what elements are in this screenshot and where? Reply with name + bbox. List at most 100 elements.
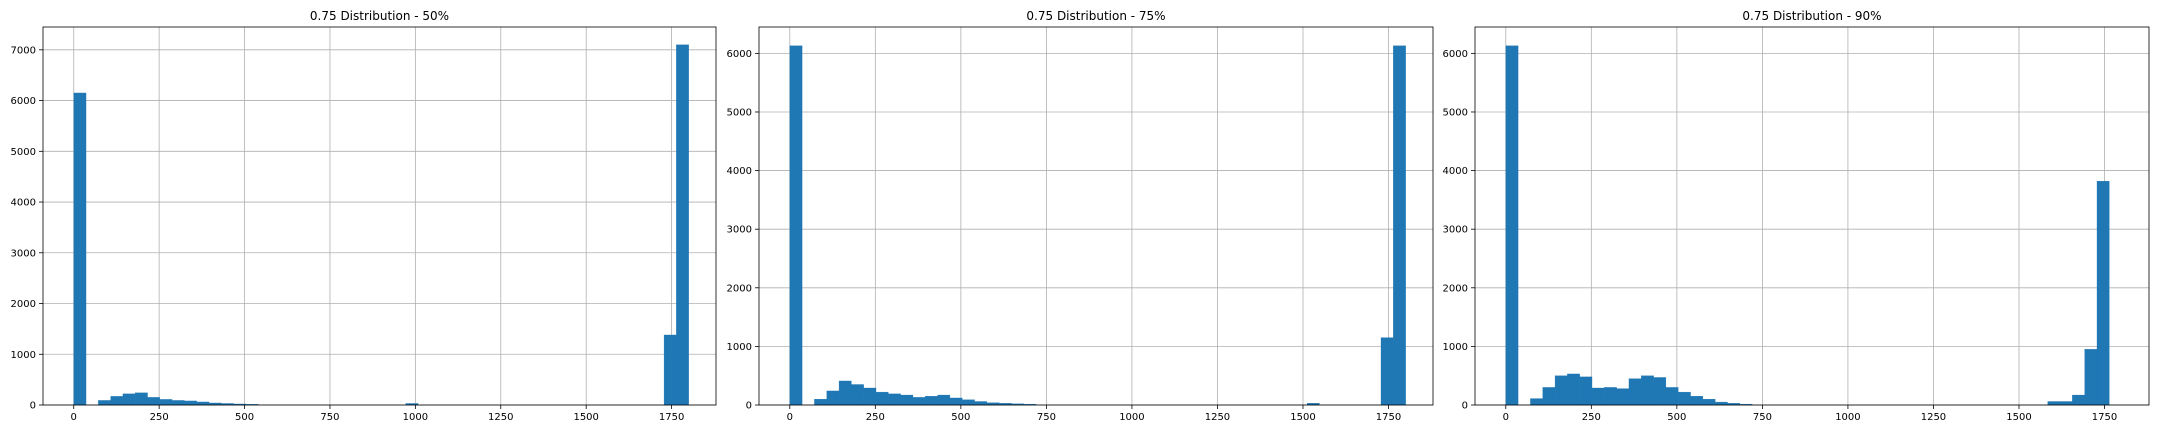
y-tick-label: 7000 (11, 45, 36, 56)
y-tick-label: 2000 (727, 283, 752, 294)
x-tick-label: 750 (320, 412, 339, 423)
x-tick-label: 250 (1582, 412, 1601, 423)
x-tick-label: 0 (1503, 412, 1509, 423)
y-tick-label: 0 (746, 401, 752, 412)
histogram-bar (1678, 391, 1691, 406)
histogram-bar (1604, 387, 1617, 406)
histogram-bar (1579, 376, 1593, 406)
x-tick-label: 1250 (488, 412, 513, 423)
y-tick-label: 5000 (11, 147, 36, 158)
chart-title: 0.75 Distribution - 75% (1026, 9, 1165, 23)
x-tick-label: 1750 (659, 412, 684, 423)
histogram-bar (1530, 398, 1543, 406)
histogram-bar (1380, 337, 1394, 406)
histogram-bar (900, 394, 914, 406)
histogram-bar (110, 396, 124, 406)
histogram-bar (1702, 398, 1716, 406)
histogram-bar (1567, 373, 1580, 406)
histogram-bar (912, 397, 926, 406)
histogram-bar (196, 401, 210, 406)
histogram-bar (1616, 388, 1630, 406)
x-tick-label: 1500 (2006, 412, 2031, 423)
histogram-bar (888, 393, 901, 406)
y-tick-label: 3000 (1443, 225, 1468, 236)
histogram-bar (2072, 394, 2085, 406)
y-tick-label: 0 (1462, 401, 1468, 412)
y-tick-label: 4000 (11, 198, 36, 209)
histogram-bar (184, 400, 197, 406)
x-tick-label: 1000 (1119, 412, 1144, 423)
histogram-bar (838, 380, 852, 406)
histogram-bar (863, 387, 877, 406)
x-tick-label: 250 (866, 412, 885, 423)
histogram-bar (925, 396, 938, 406)
y-tick-label: 6000 (11, 96, 36, 107)
y-tick-label: 4000 (727, 166, 752, 177)
y-tick-label: 3000 (727, 225, 752, 236)
x-tick-label: 1000 (1835, 412, 1860, 423)
chart-panel-2: 0 250 500 750 1000 1250 1500 1750 0 1000 2000 3000 4… (727, 9, 1434, 423)
histogram-bar (1653, 377, 1667, 406)
x-tick-label: 250 (150, 412, 169, 423)
y-tick-label: 2000 (1443, 283, 1468, 294)
histogram-bar (1715, 401, 1728, 406)
histogram-bar (663, 334, 677, 406)
x-tick-label: 1500 (573, 412, 598, 423)
histogram-bar (1665, 387, 1679, 406)
y-tick-label: 2000 (11, 299, 36, 310)
chart-title: 0.75 Distribution - 90% (1742, 9, 1881, 23)
x-tick-label: 500 (235, 412, 254, 423)
histogram-bar (135, 392, 148, 406)
histogram-bar (1542, 387, 1556, 406)
y-tick-label: 5000 (1443, 107, 1468, 118)
x-tick-label: 1750 (2092, 412, 2117, 423)
plot-frame (1474, 26, 2150, 406)
x-tick-label: 750 (1037, 412, 1056, 423)
histogram-bar (2059, 401, 2073, 406)
y-tick-label: 4000 (1443, 166, 1468, 177)
histogram-bar (1690, 396, 1704, 406)
histogram-bar (1628, 378, 1642, 406)
histogram-bar (159, 399, 173, 406)
y-tick-label: 0 (30, 401, 36, 412)
x-tick-label: 500 (1667, 412, 1686, 423)
histogram-bar (98, 400, 111, 406)
histogram-bar (974, 401, 988, 406)
histogram-bar (2084, 349, 2098, 406)
y-tick-label: 6000 (1443, 49, 1468, 60)
histogram-bar (147, 397, 160, 406)
plot-frame (42, 26, 717, 406)
x-tick-label: 0 (71, 412, 77, 423)
x-tick-label: 1250 (1205, 412, 1230, 423)
y-tick-label: 3000 (11, 248, 36, 259)
histogram-bar (73, 92, 87, 406)
histogram-bar (826, 390, 840, 406)
x-tick-label: 1500 (1290, 412, 1315, 423)
histogram-bar (2096, 180, 2110, 406)
histogram-bar (1591, 387, 1605, 406)
plot-frame (758, 26, 1434, 406)
histogram-bar (1554, 375, 1568, 406)
chart-title: 0.75 Distribution - 50% (310, 9, 449, 23)
x-tick-label: 1250 (1921, 412, 1946, 423)
y-tick-label: 5000 (727, 107, 752, 118)
chart-panel-3: 0 250 500 750 1000 1250 1500 1750 0 1000 2000 3000 4… (1443, 9, 2150, 423)
chart-panel-1: 0 250 500 750 1000 1250 1500 1750 0 1000 2000 3000 4… (11, 9, 717, 423)
x-tick-label: 500 (951, 412, 970, 423)
histogram-bar (122, 393, 136, 406)
x-tick-label: 0 (787, 412, 793, 423)
histogram-bar (949, 397, 963, 406)
histogram-bar (2047, 401, 2061, 406)
histogram-bar (789, 45, 803, 406)
histogram-bar (962, 399, 975, 406)
histogram-bar (814, 398, 827, 406)
y-tick-label: 1000 (727, 342, 752, 353)
y-tick-label: 1000 (11, 350, 36, 361)
histogram-bar (1393, 45, 1406, 406)
histogram-bar (1641, 375, 1654, 406)
x-tick-label: 1000 (403, 412, 428, 423)
x-tick-label: 750 (1753, 412, 1772, 423)
histogram-bar (171, 400, 185, 406)
